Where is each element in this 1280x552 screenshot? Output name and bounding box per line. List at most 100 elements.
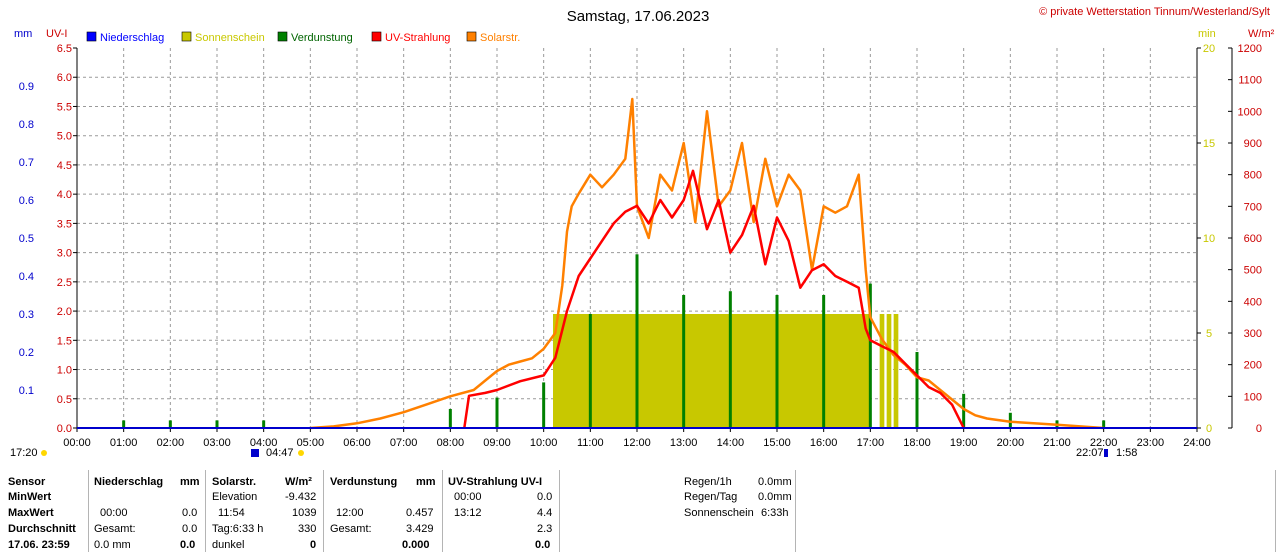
evap-total-val: 3.429 [406,523,434,535]
x-tick-label: 23:00 [1137,437,1165,449]
rain-1h-val: 0.0mm [758,476,792,488]
sunshine-series [553,314,899,428]
mm-tick-label: 0.1 [19,385,34,397]
table-divider [795,470,796,552]
evaporation-bar [168,420,172,428]
rain-day-val: 0.0mm [758,491,792,503]
uv-tick-label: 4.0 [57,189,72,201]
wm2-tick-label: 500 [1244,265,1262,277]
uv-min-time: 00:00 [454,491,482,503]
wm2-tick-label: 1000 [1238,106,1262,118]
x-tick-label: 22:00 [1090,437,1118,449]
sunshine-val: 6:33h [761,507,789,519]
chart-legend: Niederschlag Sonnenschein Verdunstung UV-St… [86,31,520,44]
legend-swatch [86,31,97,42]
x-tick-label: 19:00 [950,437,978,449]
evaporation-bar [542,382,546,428]
mm-tick-label: 0.5 [19,233,34,245]
row-max-label: MaxWert [8,507,54,519]
evap-unit: mm [416,476,436,488]
evaporation-series [122,254,1106,428]
uv-max-time: 13:12 [454,507,482,519]
uv-tick-label: 3.0 [57,248,72,260]
table-divider [323,470,324,552]
table-divider [559,470,560,552]
x-tick-label: 10:00 [530,437,558,449]
mm-unit-label: mm [14,28,32,40]
uv-min-val: 0.0 [537,491,553,503]
mm-tick-label: 0.2 [19,347,34,359]
sunrise-icon [251,449,259,457]
evaporation-bar [775,295,779,428]
x-tick-label: 07:00 [390,437,418,449]
uv-tick-label: 5.0 [57,131,72,143]
min-tick-label: 10 [1203,233,1215,245]
solar-series [310,97,1104,430]
evaporation-bar [588,314,592,428]
uv-tick-label: 1.5 [57,335,72,347]
sunshine-bar [553,314,871,428]
evap-max-val: 0.457 [406,507,434,519]
wm2-tick-label: 700 [1244,201,1262,213]
legend-swatch [277,31,288,42]
x-tick-label: 04:00 [250,437,278,449]
chart-axes [73,47,1233,432]
table-divider [1275,470,1276,552]
solar-max-val: 1039 [292,507,317,519]
sunshine-bar [879,314,885,428]
x-tick-label: 18:00 [903,437,931,449]
evap-max-time: 12:00 [336,507,364,519]
sun-moon-markers: 17:20 04:47 22:07 1:58 [10,447,1137,459]
rain-total-val: 0.0 [182,523,198,535]
evaporation-bar [868,283,872,428]
table-divider [442,470,443,552]
sunshine-bar [886,314,892,428]
sunshine-label: Sonnenschein [684,507,754,519]
rain-header: Niederschlag [94,476,164,488]
row-avg-label: Durchschnitt [8,523,76,535]
row-date-label: 17.06. 23:59 [8,539,70,551]
mm-tick-label: 0.6 [19,195,34,207]
legend-label: Verdunstung [291,32,353,44]
uv-unit-label: UV-I [46,28,67,40]
wm2-tick-label: 0 [1256,423,1262,435]
uv-line [463,169,965,429]
mm-tick-label: 0.4 [19,271,34,283]
legend-swatch [371,31,382,42]
uv-tick-label: 0.5 [57,394,72,406]
x-tick-label: 01:00 [110,437,138,449]
legend-label: UV-Strahlung [385,32,450,44]
x-tick-label: 11:00 [577,437,604,449]
legend-swatch [466,31,477,42]
solar-day-val: 330 [298,523,317,535]
uv-tick-label: 6.5 [57,43,72,55]
uv-series [463,169,965,429]
min-tick-label: 5 [1206,328,1212,340]
uv-current-bold: 0.0 [535,539,551,551]
uv-tick-label: 3.5 [57,218,72,230]
moonset-label: 1:58 [1116,447,1137,459]
table-divider [88,470,89,552]
rain-total-label: Gesamt: [94,523,136,535]
evaporation-bar [122,420,126,428]
evaporation-bar [215,420,219,428]
weather-chart: 00:00 01:00 02:00 03:00 04:00 05:00 06:00 07:00… [10,6,1275,459]
x-tick-label: 08:00 [437,437,465,449]
evaporation-bar [1008,412,1012,428]
uv-avg-val: 2.3 [537,523,553,535]
uv-tick-label: 2.0 [57,306,72,318]
uv-tick-label: 2.5 [57,277,72,289]
rain-day-label: Regen/Tag [684,491,738,503]
solar-max-time: 11:54 [218,507,245,519]
evaporation-bar [915,352,919,428]
x-tick-label: 20:00 [997,437,1025,449]
uv-tick-label: 1.0 [57,365,72,377]
uv-tick-label: 4.5 [57,160,72,172]
summary-table: Sensor MinWert MaxWert Durchschnitt 17.0… [0,470,1280,552]
evaporation-bar [495,397,499,428]
legend-label: Sonnenschein [195,32,265,44]
rain-max-val: 0.0 [182,507,198,519]
sunrise-label: 04:47 [266,447,294,459]
wm2-tick-label: 1200 [1238,43,1262,55]
wm2-tick-label: 800 [1244,170,1262,182]
